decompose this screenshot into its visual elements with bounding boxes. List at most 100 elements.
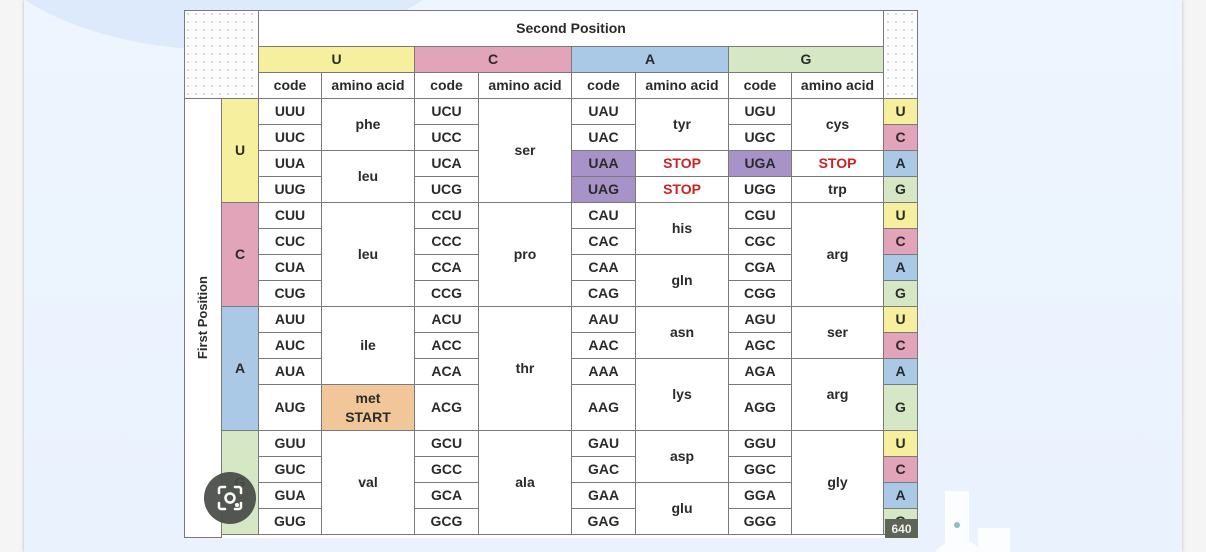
third-base-g: G [884,281,918,307]
amino-acid-cell: phe [322,99,415,151]
column-header-code: code [259,73,322,99]
codon-cell: AGC [729,333,792,359]
start-text: START [345,408,391,425]
amino-acid-name: glu [671,500,693,516]
codon-cell: UGA [729,151,792,177]
codon-cell: UCG [415,177,479,203]
amino-acid-name: his [671,220,693,236]
corner-cell [184,10,259,99]
visual-search-button[interactable] [204,472,256,524]
amino-acid-cell: asn [636,307,729,359]
amino-acid-name: STOP [663,181,701,197]
amino-acid-cell: ser [479,99,572,203]
codon-cell: CAC [572,229,636,255]
codon-cell: AUC [259,333,322,359]
codon-cell: GGU [729,431,792,457]
amino-acid-name: gln [671,272,693,288]
amino-acid-name: gly [827,474,848,490]
codon-cell: CAA [572,255,636,281]
codon-cell: UAC [572,125,636,151]
codon-cell: AAG [572,385,636,431]
amino-acid-name: tyr [673,116,691,132]
codon-cell: GAC [572,457,636,483]
codon-cell: AGG [729,385,792,431]
amino-acid-cell: asp [636,431,729,483]
codon-cell: CCC [415,229,479,255]
amino-acid-cell: val [322,431,415,535]
codon-cell: GCC [415,457,479,483]
codon-cell: CUU [259,203,322,229]
column-header-code: code [415,73,479,99]
codon-cell: ACC [415,333,479,359]
column-header-amino-acid: amino acid [792,73,884,99]
amino-acid-cell: lys [636,359,729,431]
codon-cell: GGG [729,509,792,535]
amino-acid-name: cys [825,116,850,132]
second-base-u: U [259,47,415,73]
codon-cell: CAG [572,281,636,307]
stop-label: STOP [792,151,884,177]
codon-cell: GAG [572,509,636,535]
codon-cell: UUA [259,151,322,177]
codon-cell: AAU [572,307,636,333]
codon-cell: AGA [729,359,792,385]
codon-cell: GUC [259,457,322,483]
codon-cell: AUU [259,307,322,333]
codon-cell: CGG [729,281,792,307]
codon-cell: UCC [415,125,479,151]
codon-cell: AUA [259,359,322,385]
codon-cell: UUU [259,99,322,125]
codon-cell: AGU [729,307,792,333]
codon-cell: UAG [572,177,636,203]
amino-acid-name: STOP [818,155,857,171]
codon-cell: CGU [729,203,792,229]
amino-acid-name: val [358,474,378,490]
second-base-g: G [729,47,884,73]
amino-acid-cell: gln [636,255,729,307]
amino-acid-name: ser [514,142,536,158]
codon-cell: GCU [415,431,479,457]
codon-cell: UCU [415,99,479,125]
amino-acid-cell: his [636,203,729,255]
third-base-u: U [884,431,918,457]
amino-acid-name: leu [357,168,379,184]
column-header-code: code [572,73,636,99]
amino-acid-cell: pro [479,203,572,307]
third-base-u: U [884,99,918,125]
column-header-amino-acid: amino acid [636,73,729,99]
amino-acid-cell: cys [792,99,884,151]
codon-cell: GAA [572,483,636,509]
amino-acid-name: leu [357,246,379,262]
third-base-g: G [884,385,918,431]
codon-cell: CCU [415,203,479,229]
first-position-label: First Position [184,99,222,538]
first-base-u: U [222,99,259,203]
column-header-amino-acid: amino acid [479,73,572,99]
codon-cell: UUG [259,177,322,203]
amino-acid-name: lys [672,386,692,402]
amino-acid-name: thr [515,360,535,376]
third-base-g: G [884,177,918,203]
third-base-c: C [884,333,918,359]
amino-acid-name: arg [826,386,849,402]
third-base-a: A [884,359,918,385]
codon-cell: GUG [259,509,322,535]
start-label: met START [322,385,415,431]
amino-acid-name: asp [669,448,695,464]
codon-cell: ACU [415,307,479,333]
stop-label: STOP [636,177,729,203]
third-base-a: A [884,255,918,281]
amino-acid-cell: gly [792,431,884,535]
codon-cell: UUC [259,125,322,151]
codon-cell: UGG [729,177,792,203]
codon-cell: ACG [415,385,479,431]
codon-cell: AAC [572,333,636,359]
beaker-icon [978,528,1010,552]
bubble-icon [954,522,960,528]
codon-cell: GCG [415,509,479,535]
first-base-a: A [222,307,259,431]
codon-cell: CCA [415,255,479,281]
amino-acid-cell: leu [322,151,415,203]
column-header-code: code [729,73,792,99]
codon-cell: CUA [259,255,322,281]
